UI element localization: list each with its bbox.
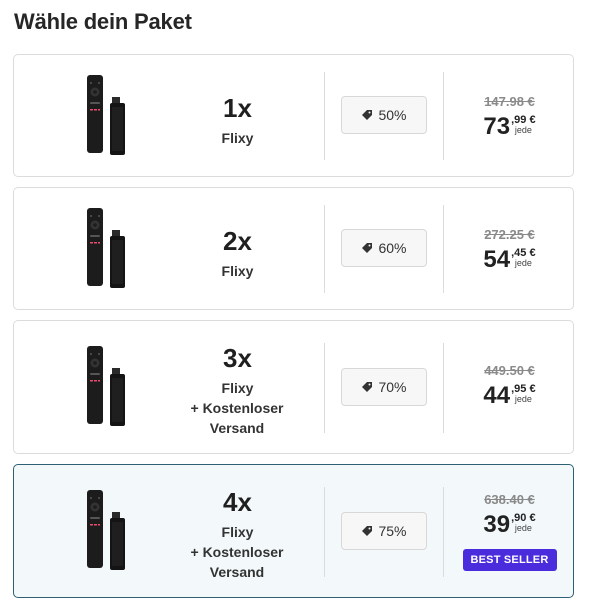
price-cents: ,90 € bbox=[511, 512, 536, 524]
old-price: 272.25 € bbox=[484, 227, 535, 242]
divider bbox=[324, 72, 325, 160]
package-quantity: 1x bbox=[223, 93, 252, 123]
per-unit-label: jede bbox=[514, 523, 532, 533]
old-price: 147.98 € bbox=[484, 94, 535, 109]
discount-badge: 75% bbox=[341, 512, 427, 550]
tag-icon bbox=[362, 110, 373, 120]
divider bbox=[443, 205, 444, 293]
discount-badge: 70% bbox=[341, 368, 427, 406]
package-product-name: Flixy bbox=[221, 380, 254, 396]
discount-value: 75% bbox=[378, 523, 407, 539]
package-option-4[interactable]: 4x Flixy + Kostenloser Versand 75% 638.4… bbox=[13, 464, 574, 598]
package-shipping-note: + Kostenloser Versand bbox=[190, 544, 284, 580]
package-option-2[interactable]: 2x Flixy 60% 272.25 € 54 ,45 € jede bbox=[13, 187, 574, 310]
tag-icon bbox=[362, 382, 373, 392]
per-unit-label: jede bbox=[514, 125, 532, 135]
tv-stick-remote-image bbox=[87, 346, 125, 426]
price-cents: ,99 € bbox=[511, 114, 536, 126]
price-whole: 44 bbox=[483, 382, 511, 409]
tag-icon bbox=[362, 526, 373, 536]
package-quantity: 4x bbox=[223, 487, 252, 517]
page-title: Wähle dein Paket bbox=[14, 9, 192, 34]
old-price: 638.40 € bbox=[484, 492, 535, 507]
divider bbox=[443, 487, 444, 577]
new-price: 73 ,99 € jede bbox=[444, 113, 575, 141]
package-product-name: Flixy bbox=[221, 130, 254, 146]
divider bbox=[324, 487, 325, 577]
price-cents: ,45 € bbox=[511, 247, 536, 259]
discount-badge: 50% bbox=[341, 96, 427, 134]
price-whole: 54 bbox=[483, 246, 511, 273]
per-unit-label: jede bbox=[514, 258, 532, 268]
discount-value: 50% bbox=[378, 107, 407, 123]
package-option-1[interactable]: 1x Flixy 50% 147.98 € 73 ,99 € jede bbox=[13, 54, 574, 177]
tv-stick-remote-image bbox=[87, 208, 125, 288]
price-whole: 39 bbox=[483, 511, 511, 538]
new-price: 44 ,95 € jede bbox=[444, 382, 575, 410]
old-price: 449.50 € bbox=[484, 363, 535, 378]
discount-value: 60% bbox=[378, 240, 407, 256]
new-price: 39 ,90 € jede bbox=[444, 511, 575, 539]
package-product-name: Flixy bbox=[221, 524, 254, 540]
tv-stick-remote-image bbox=[87, 75, 125, 155]
package-option-3[interactable]: 3x Flixy + Kostenloser Versand 70% 449.5… bbox=[13, 320, 574, 454]
discount-badge: 60% bbox=[341, 229, 427, 267]
discount-value: 70% bbox=[378, 379, 407, 395]
package-quantity: 2x bbox=[223, 226, 252, 256]
divider bbox=[443, 343, 444, 433]
tag-icon bbox=[362, 243, 373, 253]
tv-stick-remote-image bbox=[87, 490, 125, 570]
package-shipping-note: + Kostenloser Versand bbox=[190, 400, 284, 436]
new-price: 54 ,45 € jede bbox=[444, 246, 575, 274]
divider bbox=[324, 205, 325, 293]
best-seller-badge: BEST SELLER bbox=[462, 549, 557, 571]
price-cents: ,95 € bbox=[511, 383, 536, 395]
package-quantity: 3x bbox=[223, 343, 252, 373]
divider bbox=[443, 72, 444, 160]
price-whole: 73 bbox=[483, 113, 511, 140]
divider bbox=[324, 343, 325, 433]
package-product-name: Flixy bbox=[221, 263, 254, 279]
per-unit-label: jede bbox=[514, 394, 532, 404]
